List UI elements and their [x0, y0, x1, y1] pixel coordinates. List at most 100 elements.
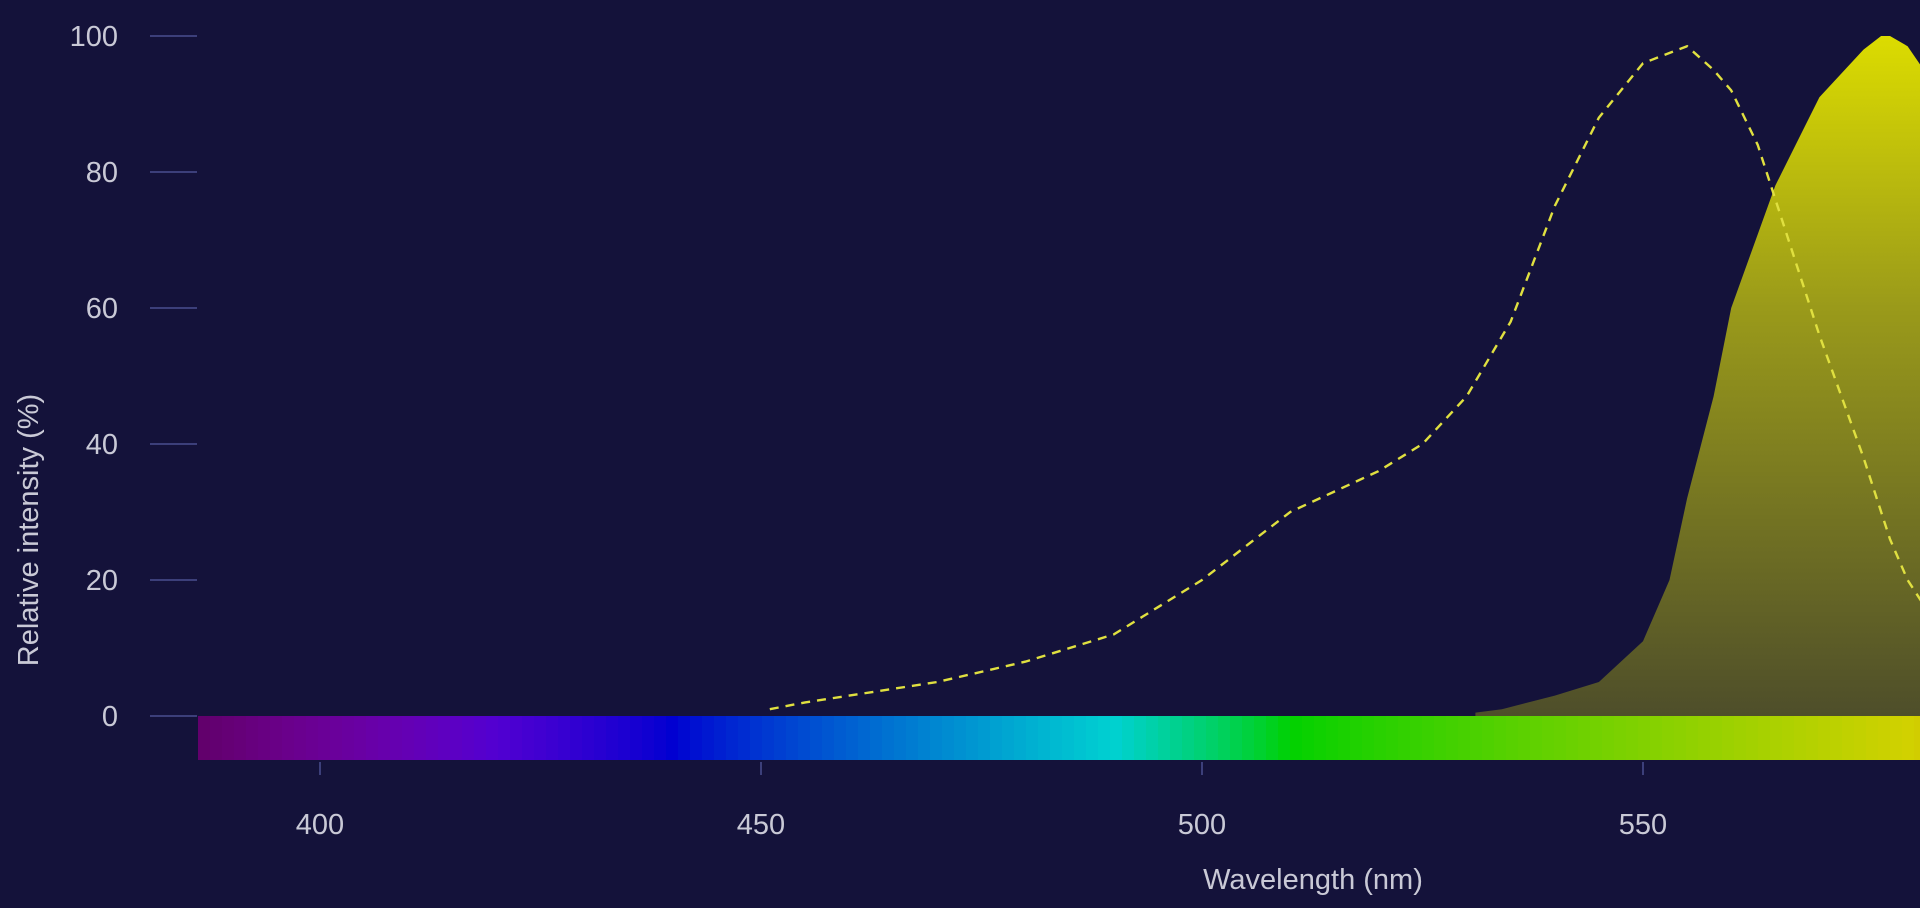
spectrum-segment [714, 716, 727, 760]
spectrum-segment [1494, 716, 1507, 760]
spectrum-segment [438, 716, 451, 760]
spectrum-segment [738, 716, 751, 760]
spectrum-segment [702, 716, 715, 760]
spectrum-segment [1602, 716, 1615, 760]
spectrum-segment [270, 716, 283, 760]
x-tick-label: 450 [737, 809, 785, 841]
spectrum-segment [1470, 716, 1483, 760]
spectrum-segment [882, 716, 895, 760]
spectrum-segment [1722, 716, 1735, 760]
spectrum-segment [1002, 716, 1015, 760]
spectrum-segment [1350, 716, 1363, 760]
y-tick-label: 0 [102, 701, 118, 733]
spectrum-segment [1482, 716, 1495, 760]
emission-area [1475, 36, 1920, 716]
spectrum-segment [1434, 716, 1447, 760]
y-tick-label: 80 [86, 157, 118, 189]
spectrum-segment [198, 716, 211, 760]
spectrum-segment [1074, 716, 1087, 760]
spectrum-segment [642, 716, 655, 760]
spectrum-segment [1878, 716, 1891, 760]
spectrum-segment [570, 716, 583, 760]
spectrum-segment [294, 716, 307, 760]
spectrum-segment [1806, 716, 1819, 760]
y-tick-label: 20 [86, 565, 118, 597]
spectrum-segment [1038, 716, 1051, 760]
spectrum-segment [1422, 716, 1435, 760]
spectrum-segment [1398, 716, 1411, 760]
spectrum-segment [1842, 716, 1855, 760]
spectrum-segment [798, 716, 811, 760]
spectrum-segment [1110, 716, 1123, 760]
spectrum-segment [462, 716, 475, 760]
spectrum-segment [1530, 716, 1543, 760]
spectrum-segment [1782, 716, 1795, 760]
spectrum-segment [942, 716, 955, 760]
spectrum-segment [342, 716, 355, 760]
spectrum-segment [1194, 716, 1207, 760]
spectrum-segment [978, 716, 991, 760]
spectrum-segment [810, 716, 823, 760]
spectrum-segment [834, 716, 847, 760]
spectrum-segment [246, 716, 259, 760]
spectrum-segment [654, 716, 667, 760]
spectrum-segment [450, 716, 463, 760]
spectrum-segment [1542, 716, 1555, 760]
spectrum-segment [1902, 716, 1915, 760]
spectrum-segment [858, 716, 871, 760]
spectrum-segment [1122, 716, 1135, 760]
spectrum-segment [414, 716, 427, 760]
spectrum-segment [1818, 716, 1831, 760]
spectrum-segment [1086, 716, 1099, 760]
spectrum-segment [426, 716, 439, 760]
spectrum-segment [1230, 716, 1243, 760]
spectrum-segment [762, 716, 775, 760]
x-axis: 400450500550600650700750 [296, 762, 1667, 841]
spectrum-segment [1014, 716, 1027, 760]
spectrum-segment [1182, 716, 1195, 760]
spectrum-segment [1266, 716, 1279, 760]
series-layer [769, 36, 1920, 716]
spectrum-segment [1146, 716, 1159, 760]
spectrum-segment [1698, 716, 1711, 760]
x-tick-label: 550 [1619, 809, 1667, 841]
x-tick-label: 400 [296, 809, 344, 841]
spectrum-segment [1758, 716, 1771, 760]
spectrum-segment [258, 716, 271, 760]
spectrum-segment [1338, 716, 1351, 760]
spectrum-segment [390, 716, 403, 760]
spectrum-segment [1638, 716, 1651, 760]
spectrum-segment [1770, 716, 1783, 760]
spectrum-segment [474, 716, 487, 760]
spectrum-segment [1206, 716, 1219, 760]
spectrum-segment [930, 716, 943, 760]
x-axis-title: Wavelength (nm) [1203, 864, 1423, 896]
spectrum-segment [1062, 716, 1075, 760]
spectrum-segment [1554, 716, 1567, 760]
spectrum-color-bar [198, 716, 1920, 760]
spectrum-segment [966, 716, 979, 760]
y-axis: 0 20 40 60 80 100 [70, 21, 197, 733]
spectrum-segment [1614, 716, 1627, 760]
y-tick-label: 60 [86, 293, 118, 325]
spectrum-segment [510, 716, 523, 760]
spectrum-segment [870, 716, 883, 760]
spectrum-segment [1734, 716, 1747, 760]
spectrum-segment [1170, 716, 1183, 760]
spectrum-segment [1794, 716, 1807, 760]
y-tick-label: 40 [86, 429, 118, 461]
x-tick-label: 500 [1178, 809, 1226, 841]
spectrum-segment [906, 716, 919, 760]
spectrum-segment [318, 716, 331, 760]
spectrum-segment [690, 716, 703, 760]
spectrum-segment [1590, 716, 1603, 760]
spectrum-segment [1578, 716, 1591, 760]
y-tick-label: 100 [70, 21, 118, 53]
spectrum-segment [1386, 716, 1399, 760]
spectrum-segment [1626, 716, 1639, 760]
spectrum-segment [1218, 716, 1231, 760]
spectrum-segment [750, 716, 763, 760]
spectrum-segment [1254, 716, 1267, 760]
spectrum-segment [774, 716, 787, 760]
